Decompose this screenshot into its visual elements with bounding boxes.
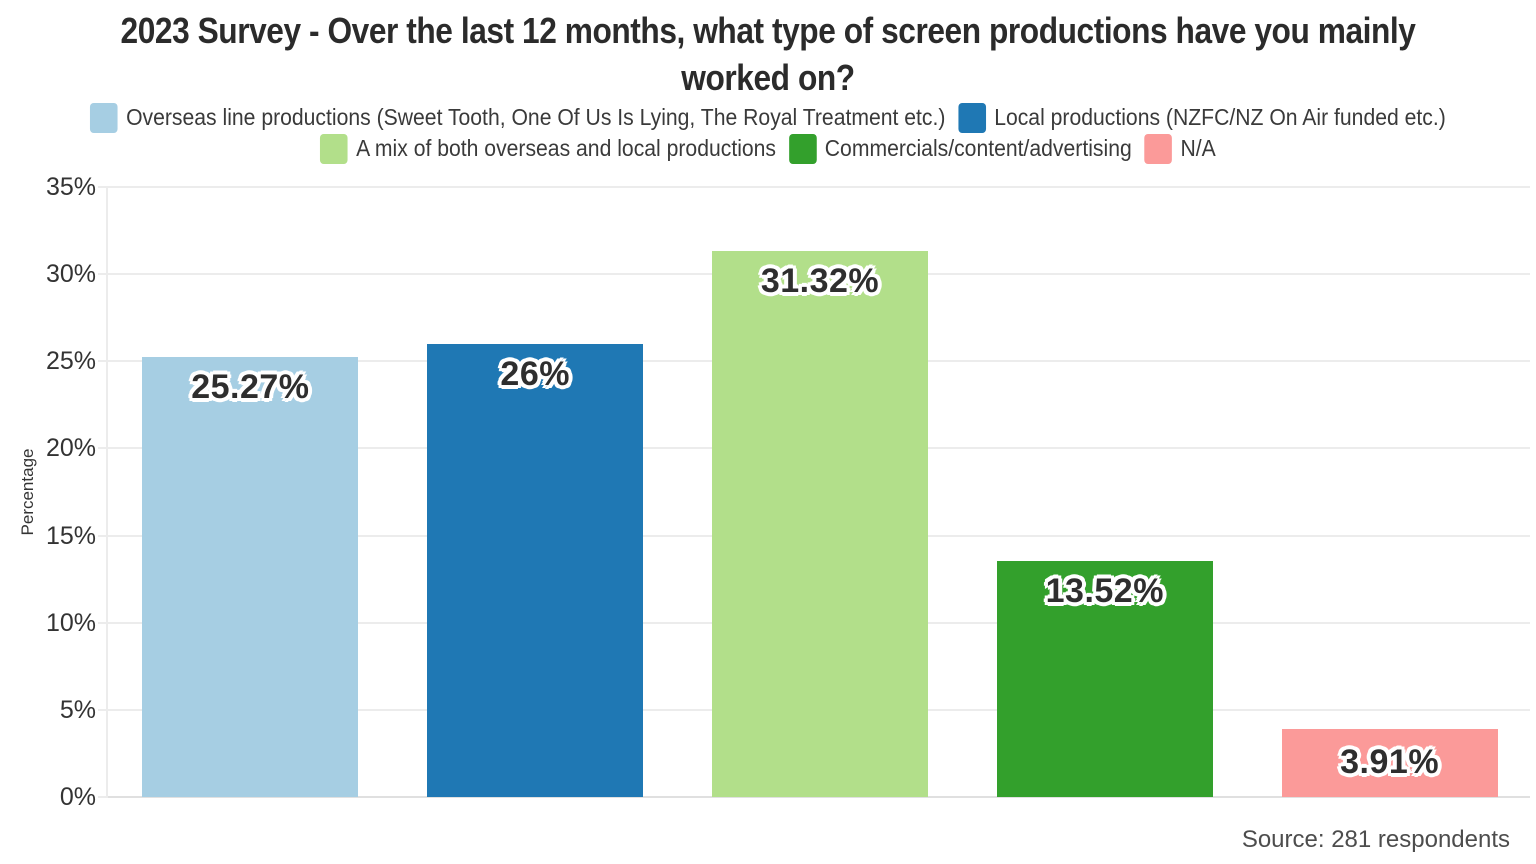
plot-area: Percentage 0% 5% 10% 15% 20% 25% 30% 35% 25.27% 2… (18, 173, 1530, 811)
y-axis-tick (98, 534, 108, 537)
y-axis-tick-label: 35% (45, 173, 96, 201)
y-axis-tick-label: 25% (45, 347, 96, 376)
bar: 25.27% (142, 356, 359, 797)
legend-row: Overseas line productions (Sweet Tooth, … (0, 102, 1536, 133)
legend-label: Commercials/content/advertising (824, 135, 1132, 161)
legend-item: Commercials/content/advertising (788, 133, 1132, 164)
bar: 3.91% (1281, 728, 1498, 797)
legend-item: Local productions (NZFC/NZ On Air funded… (958, 102, 1446, 133)
y-axis-tick-label: 5% (59, 695, 96, 724)
y-axis-tick-label: 0% (59, 783, 96, 811)
legend: Overseas line productions (Sweet Tooth, … (0, 102, 1536, 164)
y-axis-tick (98, 360, 108, 363)
legend-item: Overseas line productions (Sweet Tooth, … (90, 102, 946, 133)
y-axis-tick-label: 15% (45, 521, 96, 550)
legend-swatch-icon (320, 133, 348, 164)
legend-swatch-icon (958, 102, 986, 133)
legend-swatch-icon (788, 133, 817, 164)
y-axis-tick-label: 10% (45, 608, 96, 637)
legend-swatch-icon (1144, 133, 1173, 164)
y-axis-tick-label: 30% (45, 260, 96, 289)
source-note: Source: 281 respondents (1241, 826, 1510, 853)
bar: 13.52% (996, 561, 1213, 797)
bar-value-label: 31.32% (760, 262, 880, 301)
bar: 26% (427, 343, 644, 797)
y-axis-tick (98, 186, 108, 188)
y-axis-tick (98, 447, 108, 450)
y-axis-tick (98, 796, 108, 798)
bar-value-label: 3.91% (1340, 743, 1440, 782)
legend-label: Local productions (NZFC/NZ On Air funded… (994, 104, 1446, 130)
legend-swatch-icon (90, 102, 118, 133)
gridline (108, 186, 1530, 188)
y-axis-tick (98, 621, 108, 624)
y-axis-tick-label: 20% (45, 434, 96, 463)
bar-value-label: 13.52% (1045, 572, 1164, 611)
gridline (108, 796, 1530, 798)
legend-label: Overseas line productions (Sweet Tooth, … (126, 104, 946, 130)
legend-label: A mix of both overseas and local product… (356, 135, 777, 161)
y-axis-tick (98, 273, 108, 276)
legend-label: N/A (1180, 135, 1216, 161)
bar-value-label: 25.27% (191, 367, 310, 406)
y-axis-tick (98, 708, 108, 711)
chart-title: 2023 Survey - Over the last 12 months, w… (120, 10, 1416, 98)
bar-value-label: 26% (500, 354, 570, 393)
legend-item: A mix of both overseas and local product… (320, 133, 777, 164)
legend-item: N/A (1144, 133, 1216, 164)
legend-row: A mix of both overseas and local product… (0, 133, 1536, 164)
bar: 31.32% (712, 251, 928, 797)
